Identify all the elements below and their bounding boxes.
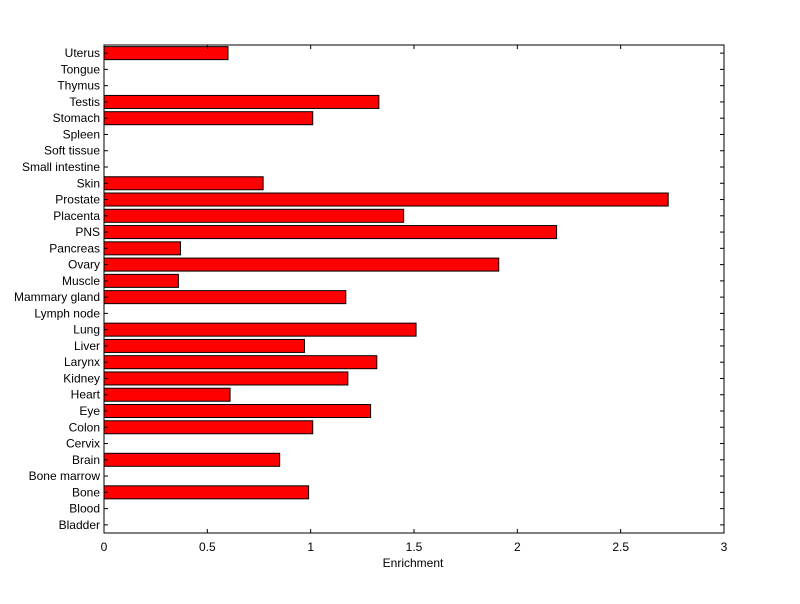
bar-liver (104, 339, 304, 352)
y-tick-label-ovary: Ovary (68, 258, 100, 272)
y-tick-label-blood: Blood (69, 502, 100, 516)
bar-colon (104, 421, 313, 434)
bar-eye (104, 404, 371, 417)
bar-kidney (104, 372, 348, 385)
y-tick-label-uterus: Uterus (65, 46, 100, 60)
bar-pancreas (104, 242, 180, 255)
y-tick-label-testis: Testis (69, 95, 100, 109)
y-tick-label-skin: Skin (77, 176, 100, 190)
bar-bone (104, 486, 309, 499)
y-tick-label-stomach: Stomach (53, 111, 100, 125)
y-tick-label-prostate: Prostate (55, 193, 100, 207)
y-tick-label-placenta: Placenta (53, 209, 100, 223)
y-tick-label-bone-marrow: Bone marrow (29, 469, 101, 483)
y-tick-label-pns: PNS (75, 225, 100, 239)
bar-testis (104, 95, 379, 108)
y-tick-label-liver: Liver (74, 339, 100, 353)
bar-skin (104, 177, 263, 190)
x-tick-label-4: 2 (514, 540, 521, 554)
bar-pns (104, 226, 557, 239)
x-tick-label-2: 1 (307, 540, 314, 554)
bar-brain (104, 453, 280, 466)
y-tick-label-muscle: Muscle (62, 274, 100, 288)
x-tick-label-6: 3 (721, 540, 728, 554)
y-tick-label-lymph-node: Lymph node (34, 306, 100, 320)
y-tick-label-small-intestine: Small intestine (22, 160, 100, 174)
bar-heart (104, 388, 230, 401)
y-tick-label-larynx: Larynx (64, 355, 100, 369)
y-tick-label-soft-tissue: Soft tissue (44, 144, 100, 158)
y-tick-label-mammary-gland: Mammary gland (14, 290, 100, 304)
x-tick-label-3: 1.5 (406, 540, 423, 554)
bar-lung (104, 323, 416, 336)
y-tick-label-heart: Heart (71, 388, 101, 402)
y-tick-label-pancreas: Pancreas (49, 241, 100, 255)
y-tick-label-colon: Colon (69, 420, 100, 434)
x-tick-label-1: 0.5 (199, 540, 216, 554)
bar-mammary-gland (104, 291, 346, 304)
y-tick-label-spleen: Spleen (63, 127, 100, 141)
x-tick-label-0: 0 (101, 540, 108, 554)
bar-uterus (104, 47, 228, 60)
bar-muscle (104, 274, 178, 287)
y-tick-label-lung: Lung (73, 323, 100, 337)
y-tick-label-kidney: Kidney (63, 371, 100, 385)
y-tick-label-thymus: Thymus (57, 79, 100, 93)
bar-ovary (104, 258, 499, 271)
bar-prostate (104, 193, 668, 206)
x-tick-label-5: 2.5 (612, 540, 629, 554)
bar-larynx (104, 356, 377, 369)
x-axis-label: Enrichment (383, 556, 444, 570)
y-tick-label-bone: Bone (72, 485, 100, 499)
y-tick-label-eye: Eye (79, 404, 100, 418)
y-tick-label-cervix: Cervix (66, 437, 100, 451)
y-tick-label-tongue: Tongue (61, 62, 101, 76)
y-tick-label-brain: Brain (72, 453, 100, 467)
bar-placenta (104, 209, 404, 222)
bar-stomach (104, 112, 313, 125)
y-tick-label-bladder: Bladder (59, 518, 100, 532)
